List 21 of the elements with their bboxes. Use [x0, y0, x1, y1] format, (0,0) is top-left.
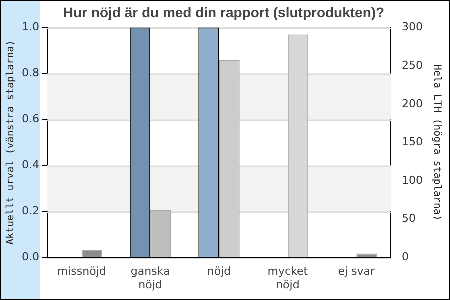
y2-tick-label: 250	[402, 58, 424, 72]
y-tick-label: 0.0	[22, 250, 40, 264]
y-tick-label: 0.8	[22, 66, 40, 80]
x-tick-label: mycket nöjd	[268, 265, 309, 292]
y-tick-label: 0.4	[22, 158, 40, 172]
y2-tick-label: 150	[402, 136, 424, 149]
y-tick-label: 1.0	[22, 20, 40, 34]
y-axis-title: Aktuellt urval (vänstra staplarna)	[6, 40, 17, 246]
y2-tick-label: 50	[402, 212, 416, 226]
chart-title: Hur nöjd är du med din rapport (slutprodukten)?	[63, 4, 385, 20]
x-tick-label: nöjd	[207, 265, 232, 278]
y2-tick-label: 300	[402, 20, 424, 34]
x-tick-label: ganska nöjd	[130, 265, 170, 292]
x-tick-label: missnöjd	[57, 265, 106, 278]
y-tick-label: 0.2	[22, 204, 40, 218]
y2-tick-label: 100	[402, 174, 424, 187]
y-tick-label: 0.6	[22, 112, 40, 126]
y2-tick-label: 200	[402, 97, 424, 110]
x-tick-label: ej svar	[338, 265, 376, 278]
y2-axis-title: Hela LTH (högra staplarna)	[431, 64, 442, 221]
y2-tick-label: 0	[402, 250, 410, 264]
